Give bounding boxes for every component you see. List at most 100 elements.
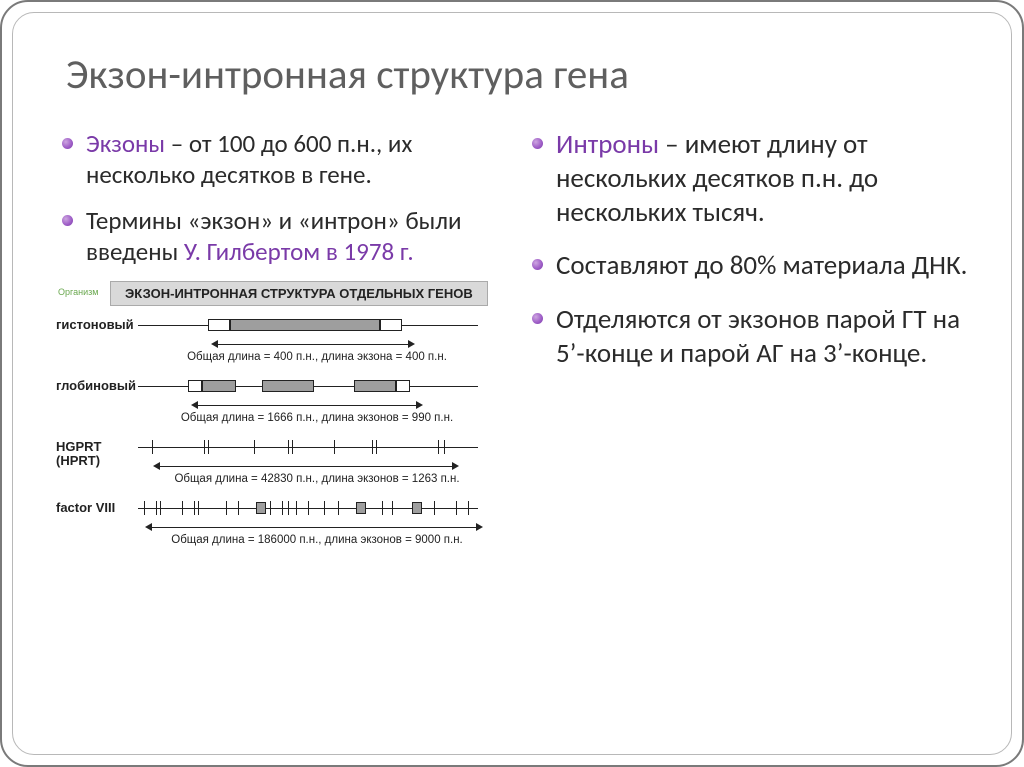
gene-body: Общая длина = 186000 п.н., длина экзонов… [138, 499, 496, 546]
arrow-line-seg [160, 466, 452, 467]
exon-tick [198, 501, 199, 515]
bullet-post: У. Гилбертом в 1978 г. [184, 236, 414, 267]
exon-tick [338, 501, 339, 515]
exon-tick [282, 501, 283, 515]
gene-body: Общая длина = 42830 п.н., длина экзонов … [138, 438, 496, 485]
right-column: Интроны – имеют длину от нескольких деся… [526, 128, 968, 560]
gene-row: factor VIII Общая длина = 186000 п.н., дл… [56, 499, 496, 546]
exon-tick [156, 501, 157, 515]
gene-diagram: Организм ЭКЗОН-ИНТРОННАЯ СТРУКТУРА ОТДЕЛ… [56, 281, 496, 546]
exon-tick [468, 501, 469, 515]
bullet-term: Экзоны [86, 128, 165, 159]
arrow-line-seg [198, 405, 416, 406]
right-list-item: Интроны – имеют длину от нескольких деся… [526, 128, 968, 229]
length-arrow [146, 399, 486, 411]
arrow-head-left [153, 462, 160, 470]
exon-tick [372, 440, 373, 454]
diagram-header: Организм ЭКЗОН-ИНТРОННАЯ СТРУКТУРА ОТДЕЛ… [62, 281, 496, 306]
exon-segment [262, 380, 314, 392]
exon-tick [292, 440, 293, 454]
exon-tick [204, 440, 205, 454]
gene-track [138, 377, 478, 395]
gene-track [138, 438, 478, 456]
arrow-head-left [191, 401, 198, 409]
gene-track [138, 499, 478, 517]
gene-row: глобиновый Общая длина = 1666 п.н., длина… [56, 377, 496, 424]
right-list-item: Отделяются от экзонов парой ГТ на 5’-кон… [526, 303, 968, 371]
exon-tick [182, 501, 183, 515]
left-column: Экзоны – от 100 до 600 п.н., их нескольк… [56, 128, 496, 560]
utr-segment [396, 380, 410, 392]
gene-label: глобиновый [56, 377, 138, 393]
gene-body: Общая длина = 1666 п.н., длина экзонов =… [138, 377, 496, 424]
slide-frame: Экзон-интронная структура гена Экзоны – … [0, 0, 1024, 767]
gene-caption: Общая длина = 42830 п.н., длина экзонов … [138, 473, 496, 485]
gene-label: гистоновый [56, 316, 138, 332]
gene-caption: Общая длина = 400 п.н., длина экзона = 4… [138, 351, 496, 363]
exon-tick [334, 440, 335, 454]
arrow-head-right [452, 462, 459, 470]
arrow-head-right [408, 340, 415, 348]
gene-caption: Общая длина = 1666 п.н., длина экзонов =… [138, 412, 496, 424]
left-list-item: Экзоны – от 100 до 600 п.н., их нескольк… [56, 128, 496, 191]
length-arrow [146, 338, 486, 350]
diagram-banner: ЭКЗОН-ИНТРОННАЯ СТРУКТУРА ОТДЕЛЬНЫХ ГЕНО… [110, 281, 488, 306]
exon-tick [152, 440, 153, 454]
exon-tick [444, 440, 445, 454]
gene-track [138, 316, 478, 334]
exon-segment [256, 502, 266, 514]
exon-tick [254, 440, 255, 454]
exon-tick [382, 501, 383, 515]
gene-row: HGPRT(HPRT)Общая длина = 42830 п.н., дли… [56, 438, 496, 485]
exon-tick [238, 501, 239, 515]
track-baseline [138, 447, 478, 448]
content-columns: Экзоны – от 100 до 600 п.н., их нескольк… [56, 128, 968, 560]
exon-tick [376, 440, 377, 454]
gene-body: Общая длина = 400 п.н., длина экзона = 4… [138, 316, 496, 363]
bullet-term: Интроны [556, 128, 659, 161]
exon-segment [356, 502, 366, 514]
length-arrow [146, 460, 486, 472]
exon-segment [230, 319, 380, 331]
utr-segment [380, 319, 402, 331]
arrow-head-left [145, 523, 152, 531]
left-bullets: Экзоны – от 100 до 600 п.н., их нескольк… [56, 128, 496, 267]
gene-caption: Общая длина = 186000 п.н., длина экзонов… [138, 534, 496, 546]
slide-title: Экзон-интронная структура гена [56, 50, 968, 100]
exon-tick [270, 501, 271, 515]
gene-label: factor VIII [56, 499, 138, 515]
length-arrow [146, 521, 486, 533]
exon-segment [412, 502, 422, 514]
exon-segment [202, 380, 236, 392]
gene-rows: гистоновый Общая длина = 400 п.н., длина … [56, 316, 496, 546]
right-bullets: Интроны – имеют длину от нескольких деся… [526, 128, 968, 371]
diagram-side-label: Организм [58, 287, 98, 297]
gene-label: HGPRT(HPRT) [56, 438, 138, 469]
bullet-text: Составляют до 80% материала ДНК. [556, 249, 967, 282]
exon-tick [324, 501, 325, 515]
exon-tick [296, 501, 297, 515]
gene-row: гистоновый Общая длина = 400 п.н., длина … [56, 316, 496, 363]
arrow-head-left [211, 340, 218, 348]
exon-tick [226, 501, 227, 515]
exon-segment [354, 380, 396, 392]
exon-tick [288, 440, 289, 454]
left-list-item: Термины «экзон» и «интрон» были введены … [56, 205, 496, 268]
utr-segment [208, 319, 230, 331]
utr-segment [188, 380, 202, 392]
arrow-line-seg [218, 344, 408, 345]
exon-tick [456, 501, 457, 515]
arrow-head-right [476, 523, 483, 531]
exon-tick [308, 501, 309, 515]
exon-tick [438, 440, 439, 454]
exon-tick [288, 501, 289, 515]
exon-tick [144, 501, 145, 515]
exon-tick [434, 501, 435, 515]
exon-tick [194, 501, 195, 515]
exon-tick [160, 501, 161, 515]
arrow-line-seg [152, 527, 476, 528]
right-list-item: Составляют до 80% материала ДНК. [526, 249, 968, 283]
bullet-text: Отделяются от экзонов парой ГТ на 5’-кон… [556, 303, 960, 370]
exon-tick [208, 440, 209, 454]
exon-tick [392, 501, 393, 515]
